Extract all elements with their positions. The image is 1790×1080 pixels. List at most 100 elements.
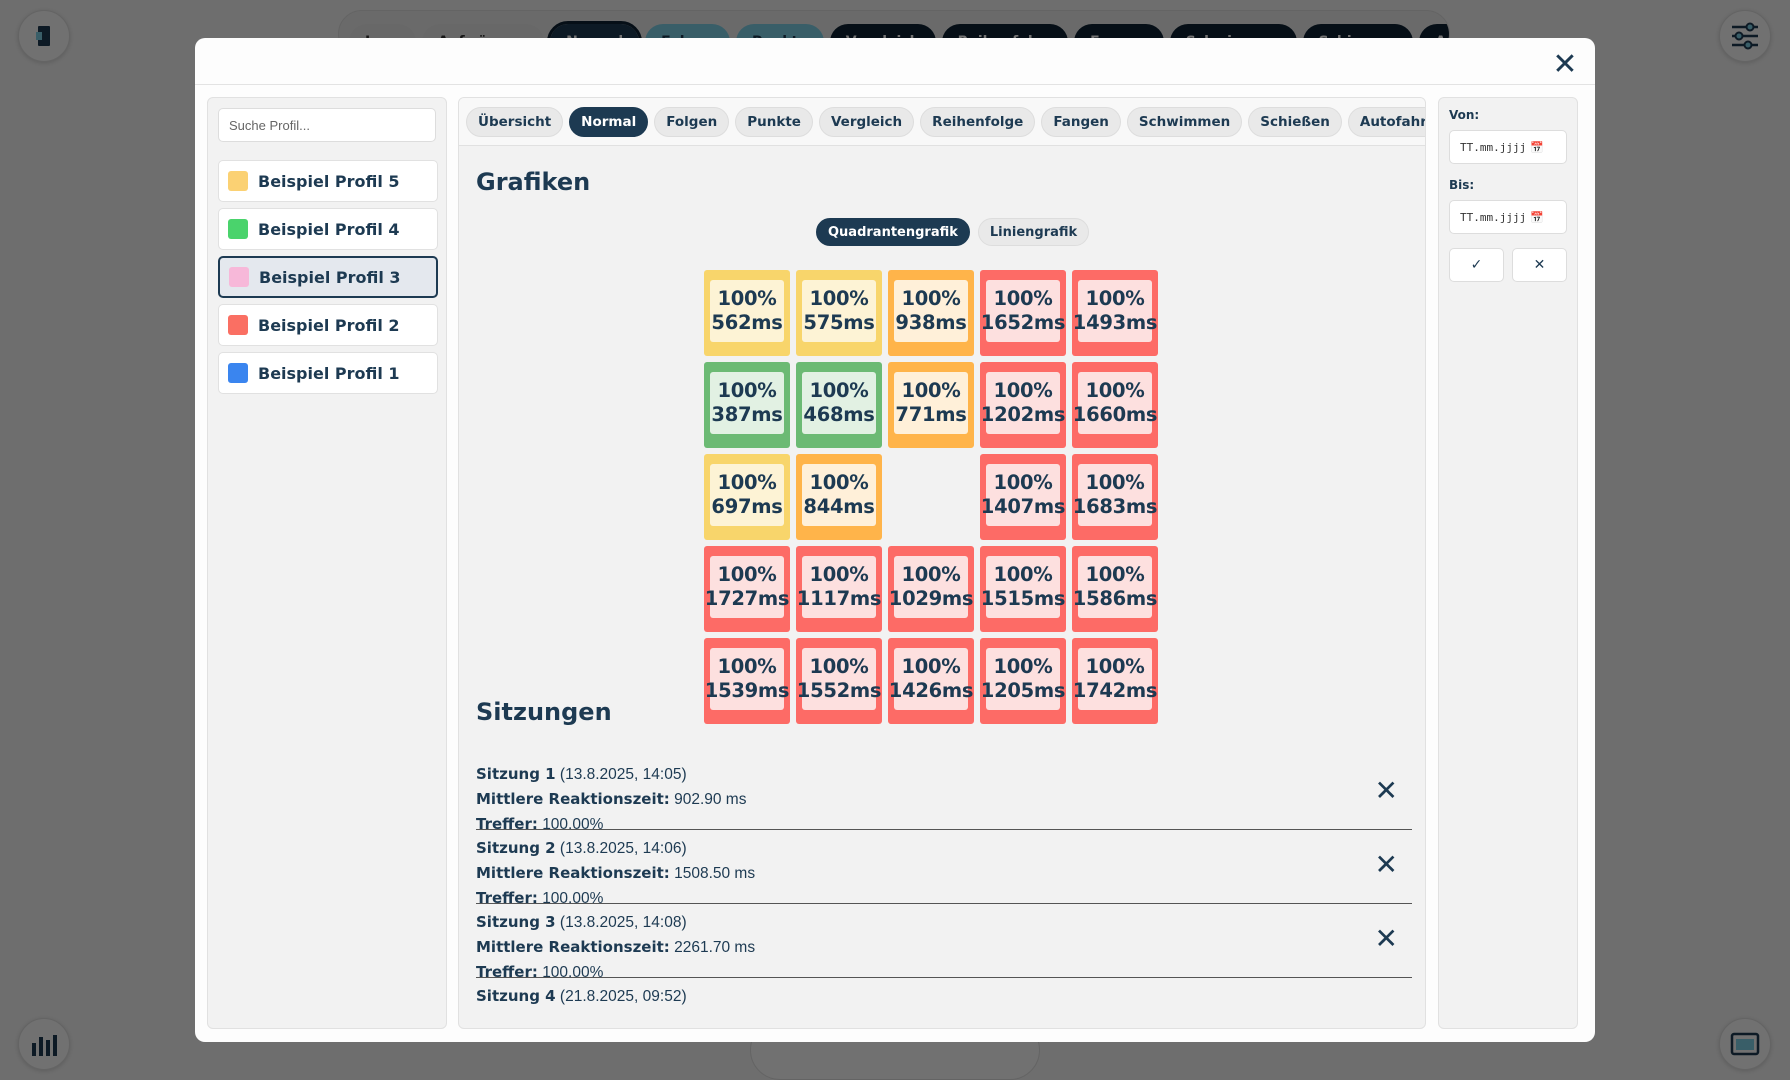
profile-sidebar: Beispiel Profil 5 Beispiel Profil 4 Beispi… — [207, 97, 447, 1029]
from-date-input[interactable]: TT.mm.jjjj 📅 — [1449, 130, 1567, 164]
quadrant-cell: 100% 387ms — [704, 362, 790, 448]
quadrant-cell: 100% 771ms — [888, 362, 974, 448]
quadrant-hit-rate: 100% — [993, 471, 1053, 494]
quadrant-cell: 100% 1552ms — [796, 638, 882, 724]
delete-session-icon[interactable]: ✕ — [1374, 774, 1398, 807]
quadrant-cell-label: 100% 562ms — [710, 280, 784, 342]
quadrant-cell: 100% 1029ms — [888, 546, 974, 632]
profile-item[interactable]: Beispiel Profil 2 — [218, 304, 438, 346]
profile-label: Beispiel Profil 1 — [258, 363, 400, 383]
charts-title: Grafiken — [476, 168, 591, 196]
calendar-icon[interactable]: 📅 — [1530, 210, 1544, 224]
to-date-label: Bis: — [1449, 178, 1475, 192]
quadrant-hit-rate: 100% — [901, 563, 961, 586]
profile-label: Beispiel Profil 3 — [259, 267, 401, 287]
session-reaction-time: Mittlere Reaktionszeit: 2261.70 ms — [476, 935, 1412, 960]
calendar-icon[interactable]: 📅 — [1530, 140, 1544, 154]
mode-tab[interactable]: Fangen — [1041, 106, 1121, 137]
session-date: (13.8.2025, 14:06) — [559, 840, 687, 857]
hits-label: Treffer: — [476, 963, 538, 981]
quadrant-reaction-time: 1202ms — [980, 403, 1066, 426]
mode-tab[interactable]: Schwimmen — [1126, 106, 1243, 137]
quadrant-cell-label: 100% 1742ms — [1073, 648, 1158, 710]
hits-value: 100.00% — [542, 816, 604, 833]
profile-item[interactable]: Beispiel Profil 1 — [218, 352, 438, 394]
profile-item[interactable]: Beispiel Profil 4 — [218, 208, 438, 250]
quadrant-cell: 100% 575ms — [796, 270, 882, 356]
quadrant-hit-rate: 100% — [993, 287, 1053, 310]
session-header: Sitzung 1 (13.8.2025, 14:05) — [476, 762, 1412, 787]
quadrant-hit-rate: 100% — [993, 379, 1053, 402]
mode-tab[interactable]: Autofahren — [1347, 106, 1425, 137]
quadrant-cell-label: 100% 938ms — [894, 280, 968, 342]
from-date-placeholder: TT.mm.jjjj — [1460, 140, 1527, 154]
mode-tab[interactable]: Normal — [569, 106, 649, 137]
quadrant-cell-label: 100% 1652ms — [981, 280, 1066, 342]
mode-tabs: Übersicht Normal Folgen Punkte Vergleich Reih… — [459, 98, 1425, 146]
quadrant-cell: 100% 1493ms — [1072, 270, 1158, 356]
quadrant-reaction-time: 1539ms — [704, 679, 790, 702]
quadrant-reaction-time: 1586ms — [1072, 587, 1158, 610]
quadrant-cell-label: 100% 1660ms — [1073, 372, 1158, 434]
quadrant-cell-label: 100% 1426ms — [889, 648, 974, 710]
mode-tab[interactable]: Punkte — [735, 106, 813, 137]
session-reaction-time: Mittlere Reaktionszeit: 1508.50 ms — [476, 861, 1412, 886]
quadrant-hit-rate: 100% — [717, 471, 777, 494]
apply-filter-button[interactable]: ✓ — [1449, 248, 1504, 282]
quadrant-hit-rate: 100% — [717, 563, 777, 586]
close-icon[interactable]: ✕ — [1552, 46, 1578, 82]
profile-color-swatch — [228, 171, 248, 191]
quadrant-reaction-time: 844ms — [803, 495, 875, 518]
main-content: Übersicht Normal Folgen Punkte Vergleich Reih… — [458, 97, 1426, 1029]
quadrant-hit-rate: 100% — [901, 655, 961, 678]
chart-type-button[interactable]: Quadrantengrafik — [816, 218, 970, 246]
profile-item[interactable]: Beispiel Profil 3 — [218, 256, 438, 298]
quadrant-reaction-time: 1552ms — [796, 679, 882, 702]
quadrant-cell: 100% 1683ms — [1072, 454, 1158, 540]
quadrant-cell-label: 100% 771ms — [894, 372, 968, 434]
session-hits: Treffer: 100.00% — [476, 960, 1412, 985]
quadrant-reaction-time: 1117ms — [796, 587, 882, 610]
quadrant-cell: 100% 1539ms — [704, 638, 790, 724]
sessions-list: Sitzung 1 (13.8.2025, 14:05) Mittlere Rea… — [476, 756, 1420, 1028]
quadrant-cell: 100% 1117ms — [796, 546, 882, 632]
mode-tab[interactable]: Folgen — [654, 106, 730, 137]
quadrant-reaction-time: 1742ms — [1072, 679, 1158, 702]
sessions-title: Sitzungen — [476, 698, 612, 726]
clear-filter-button[interactable]: ✕ — [1512, 248, 1567, 282]
session-entry: Sitzung 2 (13.8.2025, 14:06) Mittlere Rea… — [476, 830, 1412, 907]
quadrant-cell-label: 100% 1515ms — [981, 556, 1066, 618]
quadrant-cell-empty — [888, 454, 974, 540]
chart-type-toggle: Quadrantengrafik Liniengrafik — [816, 218, 1090, 246]
hits-value: 100.00% — [542, 964, 604, 981]
mode-tab[interactable]: Übersicht — [466, 106, 564, 137]
profile-item[interactable]: Beispiel Profil 5 — [218, 160, 438, 202]
quadrant-reaction-time: 938ms — [895, 311, 967, 334]
session-header: Sitzung 3 (13.8.2025, 14:08) — [476, 910, 1412, 935]
delete-session-icon[interactable]: ✕ — [1374, 922, 1398, 955]
quadrant-reaction-time: 697ms — [711, 495, 783, 518]
quadrant-hit-rate: 100% — [717, 379, 777, 402]
from-date-label: Von: — [1449, 108, 1480, 122]
quadrant-cell-label: 100% 1727ms — [705, 556, 790, 618]
mode-tab[interactable]: Vergleich — [818, 106, 915, 137]
quadrant-reaction-time: 1515ms — [980, 587, 1066, 610]
modal-header-divider — [195, 84, 1595, 85]
profile-color-swatch — [228, 363, 248, 383]
quadrant-cell: 100% 1515ms — [980, 546, 1066, 632]
to-date-input[interactable]: TT.mm.jjjj 📅 — [1449, 200, 1567, 234]
delete-session-icon[interactable]: ✕ — [1374, 848, 1398, 881]
quadrant-reaction-time: 562ms — [711, 311, 783, 334]
reaction-time-value: 2261.70 ms — [674, 939, 756, 956]
chart-type-button[interactable]: Liniengrafik — [977, 218, 1090, 246]
quadrant-cell-label: 100% 1202ms — [981, 372, 1066, 434]
quadrant-cell: 100% 1407ms — [980, 454, 1066, 540]
session-entry: Sitzung 3 (13.8.2025, 14:08) Mittlere Rea… — [476, 904, 1412, 981]
quadrant-hit-rate: 100% — [1085, 379, 1145, 402]
quadrant-cell: 100% 562ms — [704, 270, 790, 356]
mode-tab[interactable]: Schießen — [1248, 106, 1342, 137]
quadrant-hit-rate: 100% — [993, 655, 1053, 678]
quadrant-hit-rate: 100% — [809, 287, 869, 310]
profile-search-input[interactable] — [218, 108, 436, 142]
mode-tab[interactable]: Reihenfolge — [920, 106, 1036, 137]
